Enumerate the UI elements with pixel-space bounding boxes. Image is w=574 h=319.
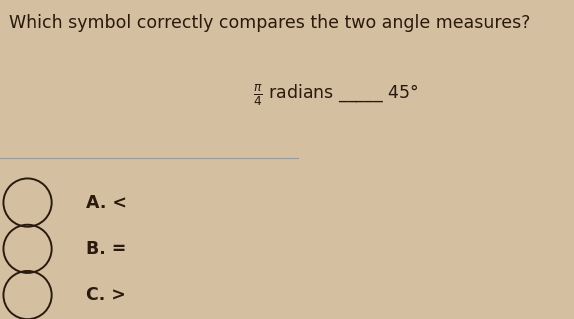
Text: B. =: B. = (86, 240, 126, 258)
Text: $\frac{\pi}{4}$ radians _____ 45°: $\frac{\pi}{4}$ radians _____ 45° (253, 83, 418, 108)
Text: A. <: A. < (86, 194, 127, 211)
Text: C. >: C. > (86, 286, 126, 304)
Text: Which symbol correctly compares the two angle measures?: Which symbol correctly compares the two … (9, 14, 530, 32)
